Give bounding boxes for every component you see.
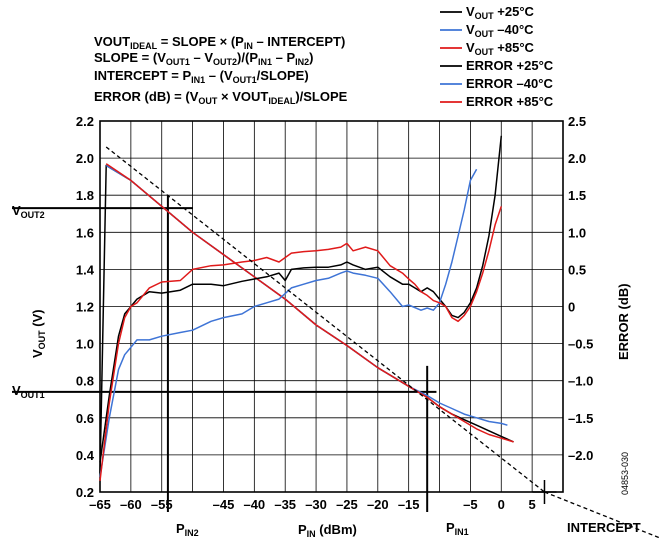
- series-line-error-25-c: [99, 135, 503, 463]
- vout2-label: VOUT2: [12, 203, 45, 220]
- y-right-tick-label: 0: [568, 300, 575, 315]
- series-group: [99, 135, 661, 539]
- y-right-tick-label: 2.0: [568, 151, 586, 166]
- y-right-tick-label: –0.5: [568, 337, 593, 352]
- series-line-error-85-c: [99, 206, 503, 481]
- legend-label: VOUT –40°C: [466, 22, 534, 39]
- series-line-error-40-c: [99, 168, 478, 478]
- y-right-tick-label: 1.0: [568, 225, 586, 240]
- x-tick-label: 5: [529, 497, 536, 512]
- x-tick-label: –60: [120, 497, 142, 512]
- equation-slope: SLOPE = (VOUT1 – VOUT2)/(PIN1 – PIN2): [94, 50, 314, 67]
- x-tick-label: –40: [243, 497, 265, 512]
- legend-label: ERROR +85°C: [466, 94, 554, 109]
- equation-intercept: INTERCEPT = PIN1 – (VOUT1/SLOPE): [94, 68, 309, 85]
- tick-labels: –65 –60 –55 –45 –40 –35 –30 –25 –20 –15 –5 0 5 0.2 0.4…: [76, 114, 593, 512]
- pin1-label: PIN1: [446, 520, 469, 537]
- x-axis-title: PIN (dBm): [298, 522, 357, 539]
- y-left-tick-label: 2.2: [76, 114, 94, 129]
- x-tick-label: –20: [367, 497, 389, 512]
- figure-id: 04853-030: [620, 452, 630, 495]
- y-left-tick-label: 1.8: [76, 188, 94, 203]
- plot-frame: [99, 120, 564, 493]
- y-left-axis-title: VOUT (V): [30, 309, 47, 358]
- x-tick-label: –25: [336, 497, 358, 512]
- ideal-line: [105, 146, 545, 493]
- x-tick-label: –35: [274, 497, 296, 512]
- y-right-tick-label: 0.5: [568, 262, 586, 277]
- x-tick-label: –55: [151, 497, 173, 512]
- x-tick-label: –15: [398, 497, 420, 512]
- x-tick-label: 0: [498, 497, 505, 512]
- y-right-tick-label: –1.0: [568, 374, 593, 389]
- x-tick-label: –45: [213, 497, 235, 512]
- reference-lines: [12, 195, 437, 512]
- equation-vout-ideal: VOUTIDEAL = SLOPE × (PIN – INTERCEPT): [94, 34, 345, 51]
- y-left-tick-label: 1.4: [76, 262, 95, 277]
- pin2-label: PIN2: [176, 521, 199, 538]
- y-right-tick-label: –1.5: [568, 411, 593, 426]
- legend-label: ERROR +25°C: [466, 58, 554, 73]
- y-right-tick-label: 1.5: [568, 188, 586, 203]
- y-left-tick-label: 1.6: [76, 225, 94, 240]
- y-left-tick-label: 0.8: [76, 374, 94, 389]
- y-right-tick-label: 2.5: [568, 114, 586, 129]
- legend-label: VOUT +25°C: [466, 4, 535, 21]
- x-tick-label: –30: [305, 497, 327, 512]
- y-left-tick-label: 0.2: [76, 485, 94, 500]
- y-left-tick-label: 2.0: [76, 151, 94, 166]
- legend-label: ERROR –40°C: [466, 76, 553, 91]
- series-line-vout-40-c: [105, 164, 508, 426]
- series-line-vout-85-c: [105, 163, 514, 443]
- equation-error: ERROR (dB) = (VOUT × VOUTIDEAL)/SLOPE: [94, 89, 348, 106]
- x-tick-label: –65: [89, 497, 111, 512]
- y-left-tick-label: 1.2: [76, 300, 94, 315]
- y-left-tick-label: 0.6: [76, 411, 94, 426]
- legend-label: VOUT +85°C: [466, 40, 535, 57]
- x-tick-label: –5: [463, 497, 477, 512]
- y-right-axis-title: ERROR (dB): [616, 283, 631, 360]
- y-right-tick-label: –2.0: [568, 448, 593, 463]
- y-left-tick-label: 1.0: [76, 337, 94, 352]
- intercept-label: INTERCEPT: [567, 520, 641, 535]
- y-left-tick-label: 0.4: [76, 448, 95, 463]
- vout1-label: VOUT1: [12, 383, 45, 400]
